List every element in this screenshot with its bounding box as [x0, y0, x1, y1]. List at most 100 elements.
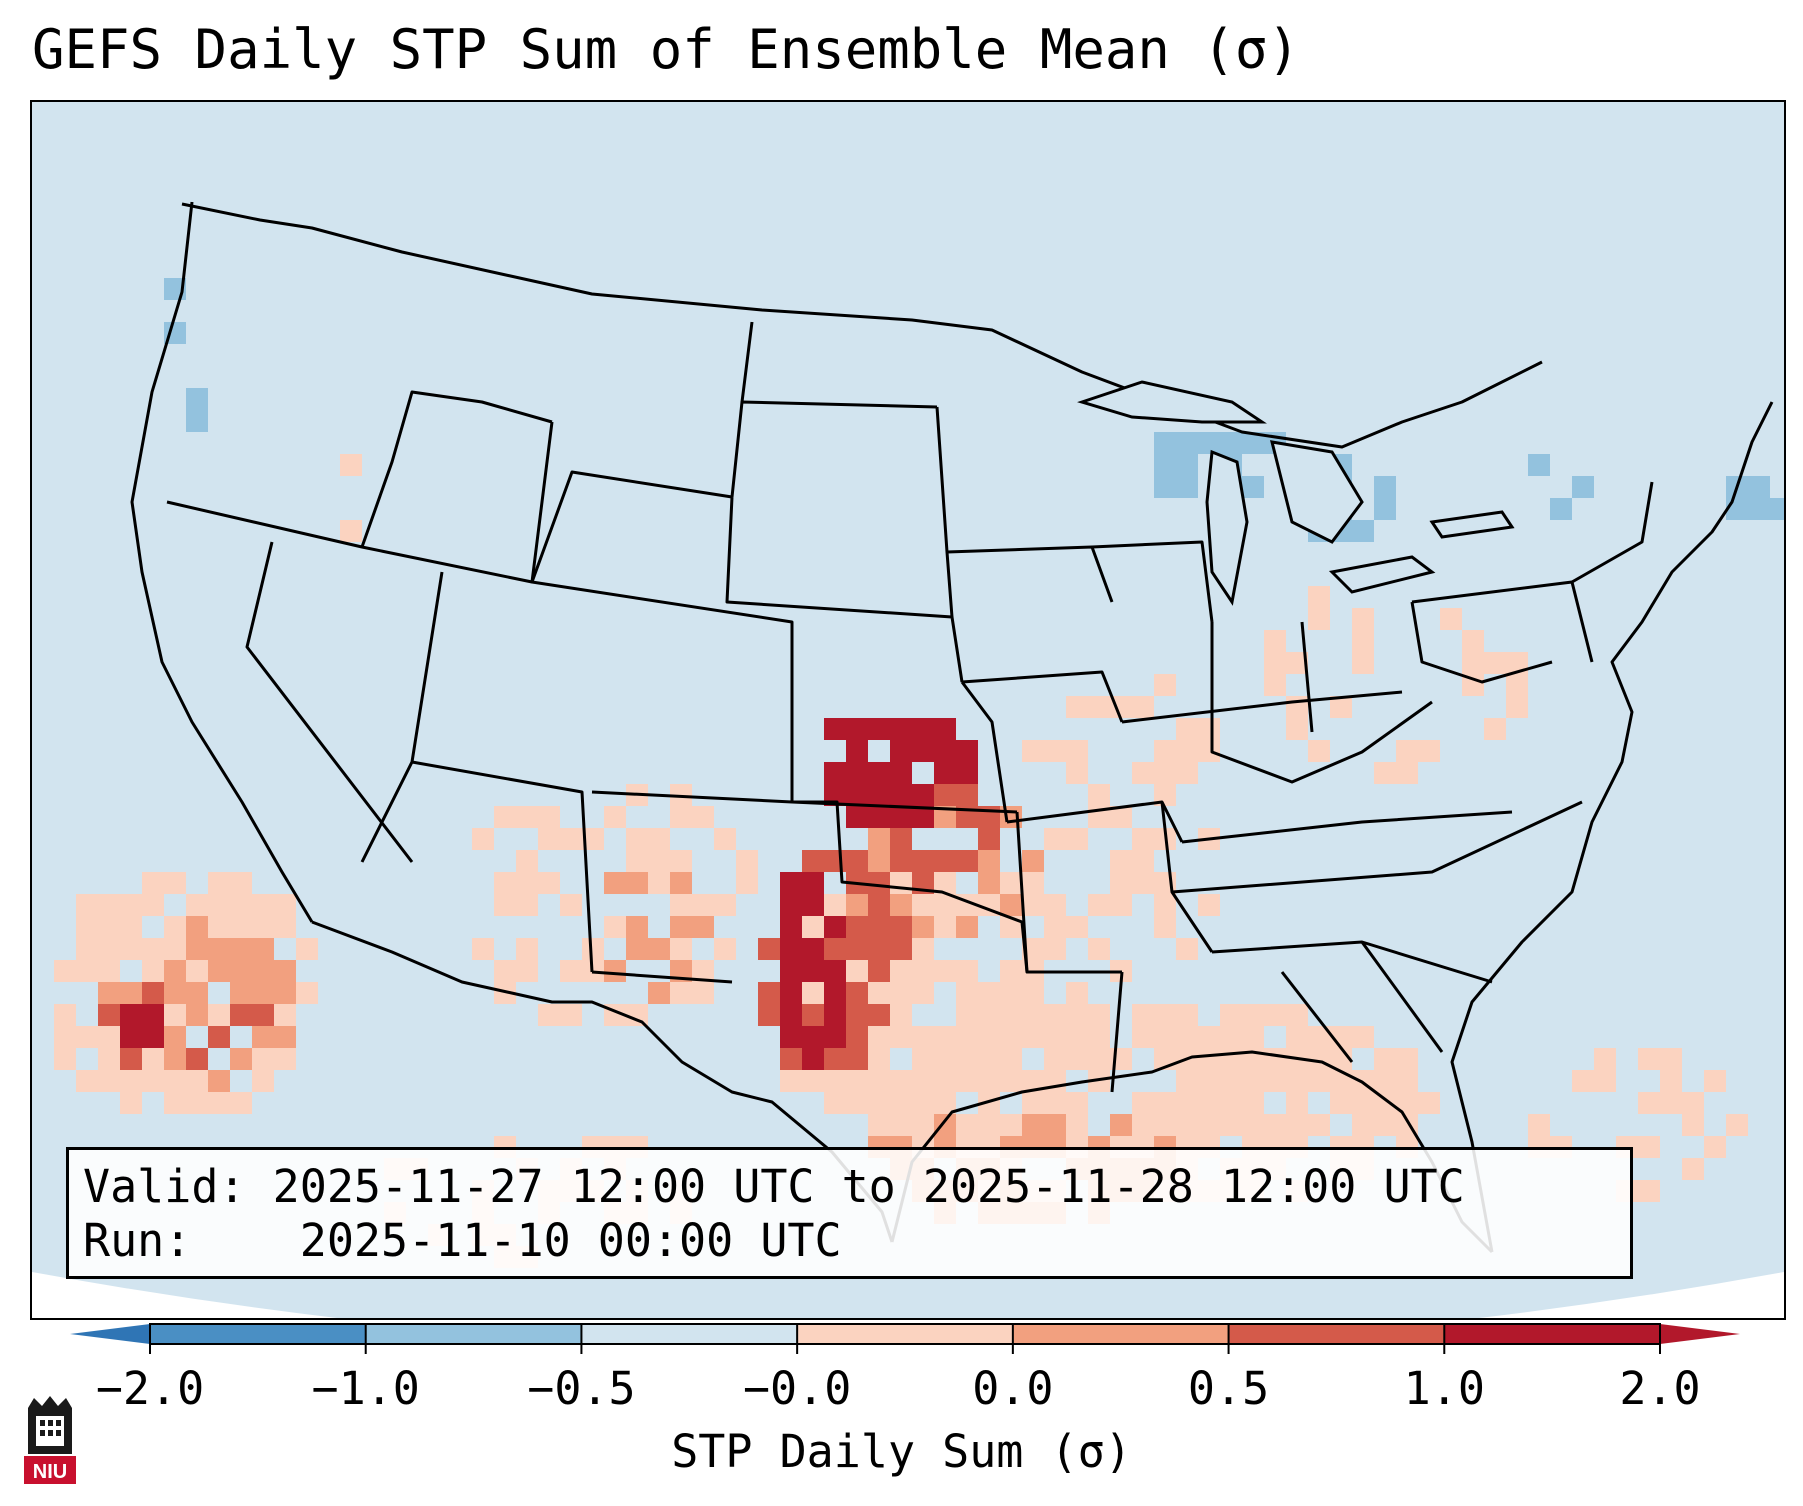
anomaly-cell: [1396, 1048, 1418, 1070]
lake-huron: [1269, 440, 1364, 544]
anomaly-cell: [956, 960, 978, 982]
anomaly-cell: [1154, 454, 1176, 476]
anomaly-cell: [978, 982, 1000, 1004]
anomaly-cell: [252, 1004, 274, 1026]
anomaly-cell: [1506, 696, 1528, 718]
anomaly-cell: [274, 894, 296, 916]
anomaly-cell: [1154, 1092, 1176, 1114]
anomaly-cell: [1638, 1180, 1660, 1202]
anomaly-cell: [780, 1048, 802, 1070]
anomaly-cell: [1374, 1070, 1396, 1092]
anomaly-cell: [1638, 1048, 1660, 1070]
anomaly-cell: [934, 806, 956, 828]
anomaly-cell: [340, 520, 362, 542]
anomaly-cell: [494, 894, 516, 916]
anomaly-cell: [494, 872, 516, 894]
anomaly-cell: [868, 850, 890, 872]
anomaly-cell: [1110, 894, 1132, 916]
anomaly-cell: [1660, 1048, 1682, 1070]
valid-run-info-box: Valid: 2025-11-27 12:00 UTC to 2025-11-2…: [66, 1147, 1633, 1279]
anomaly-cell: [1154, 432, 1176, 454]
anomaly-cell: [538, 872, 560, 894]
anomaly-cell: [142, 1004, 164, 1026]
anomaly-cell: [120, 894, 142, 916]
anomaly-cell: [1264, 1114, 1286, 1136]
anomaly-cell: [164, 1026, 186, 1048]
anomaly-cell: [912, 1070, 934, 1092]
anomaly-cell: [1176, 1092, 1198, 1114]
anomaly-cell: [1044, 740, 1066, 762]
anomaly-cell: [1484, 652, 1506, 674]
anomaly-cell: [626, 1004, 648, 1026]
anomaly-cell: [670, 916, 692, 938]
anomaly-cell: [54, 960, 76, 982]
anomaly-cell: [1198, 1026, 1220, 1048]
anomaly-cell: [516, 938, 538, 960]
anomaly-cell: [516, 806, 538, 828]
anomaly-cell: [1132, 1004, 1154, 1026]
anomaly-cell: [1352, 1026, 1374, 1048]
anomaly-cell: [890, 916, 912, 938]
anomaly-cell: [1066, 1048, 1088, 1070]
anomaly-cell: [1132, 762, 1154, 784]
anomaly-cell: [824, 982, 846, 1004]
anomaly-cell: [1088, 1048, 1110, 1070]
anomaly-cell: [230, 916, 252, 938]
anomaly-cell: [1264, 1048, 1286, 1070]
anomaly-cell: [230, 938, 252, 960]
anomaly-cell: [802, 938, 824, 960]
anomaly-cell: [1770, 498, 1784, 520]
anomaly-cell: [780, 960, 802, 982]
anomaly-cell: [692, 894, 714, 916]
anomaly-cell: [802, 1026, 824, 1048]
anomaly-cell: [1286, 696, 1308, 718]
anomaly-cell: [934, 960, 956, 982]
anomaly-cell: [934, 718, 956, 740]
anomaly-cell: [846, 718, 868, 740]
anomaly-cell: [846, 982, 868, 1004]
anomaly-cell: [956, 762, 978, 784]
anomaly-cell: [868, 718, 890, 740]
anomaly-cell: [1242, 1114, 1264, 1136]
anomaly-cell: [186, 982, 208, 1004]
anomaly-cell: [890, 828, 912, 850]
map-panel: [30, 100, 1786, 1320]
anomaly-cell: [76, 894, 98, 916]
anomaly-cell: [230, 960, 252, 982]
anomaly-cell: [956, 916, 978, 938]
anomaly-cell: [1264, 1004, 1286, 1026]
anomaly-cell: [1726, 1114, 1748, 1136]
anomaly-cell: [252, 916, 274, 938]
anomaly-cell: [890, 938, 912, 960]
anomaly-cell: [98, 960, 120, 982]
anomaly-cell: [1330, 696, 1352, 718]
anomaly-cell: [560, 828, 582, 850]
anomaly-cell: [98, 1004, 120, 1026]
anomaly-cell: [1198, 894, 1220, 916]
anomaly-cell: [692, 916, 714, 938]
anomaly-cell: [890, 1026, 912, 1048]
anomaly-cell: [1528, 454, 1550, 476]
anomaly-cell: [824, 1070, 846, 1092]
anomaly-cell: [1308, 1070, 1330, 1092]
anomaly-cell: [868, 1026, 890, 1048]
anomaly-cell: [1154, 674, 1176, 696]
anomaly-cell: [1220, 1026, 1242, 1048]
anomaly-cell: [956, 1048, 978, 1070]
anomaly-cell: [890, 718, 912, 740]
anomaly-cell: [186, 388, 208, 410]
anomaly-cell: [1308, 1026, 1330, 1048]
anomaly-cell: [76, 1026, 98, 1048]
anomaly-cell: [274, 1026, 296, 1048]
anomaly-cell: [648, 872, 670, 894]
anomaly-cell: [120, 916, 142, 938]
anomaly-cell: [1000, 872, 1022, 894]
anomaly-cell: [186, 1004, 208, 1026]
anomaly-cell: [670, 850, 692, 872]
anomaly-cell: [824, 1048, 846, 1070]
anomaly-cell: [142, 1026, 164, 1048]
anomaly-cell: [890, 762, 912, 784]
anomaly-cell: [648, 828, 670, 850]
anomaly-cell: [978, 1026, 1000, 1048]
anomaly-cell: [1352, 1114, 1374, 1136]
